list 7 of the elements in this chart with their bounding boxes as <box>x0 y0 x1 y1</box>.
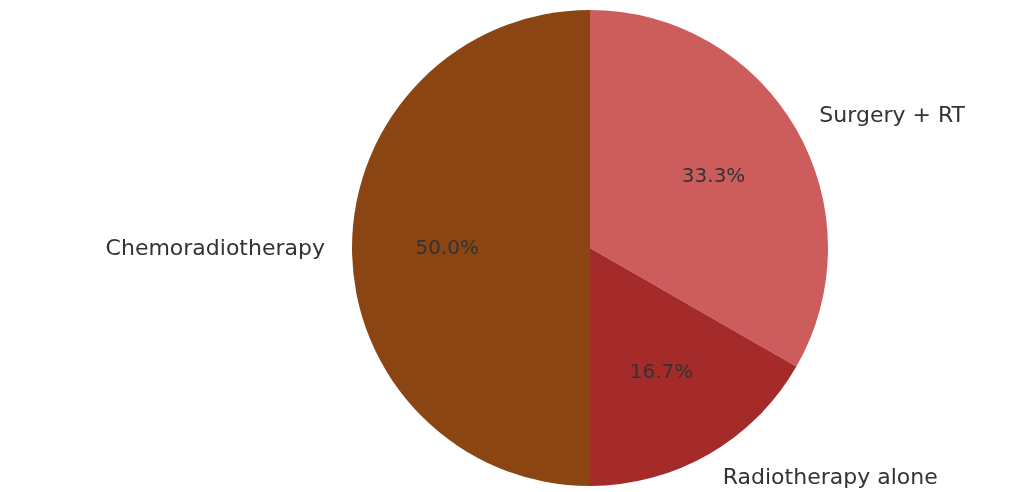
slice-label: Surgery + RT <box>819 102 966 128</box>
pie-slice <box>352 10 590 486</box>
data-label: 50.0% <box>415 235 479 259</box>
slice-label: Chemoradiotherapy <box>105 235 325 260</box>
data-label: 16.7% <box>629 358 694 383</box>
data-label: 33.3% <box>681 163 746 188</box>
slice-label: Radiotherapy alone <box>722 464 938 490</box>
